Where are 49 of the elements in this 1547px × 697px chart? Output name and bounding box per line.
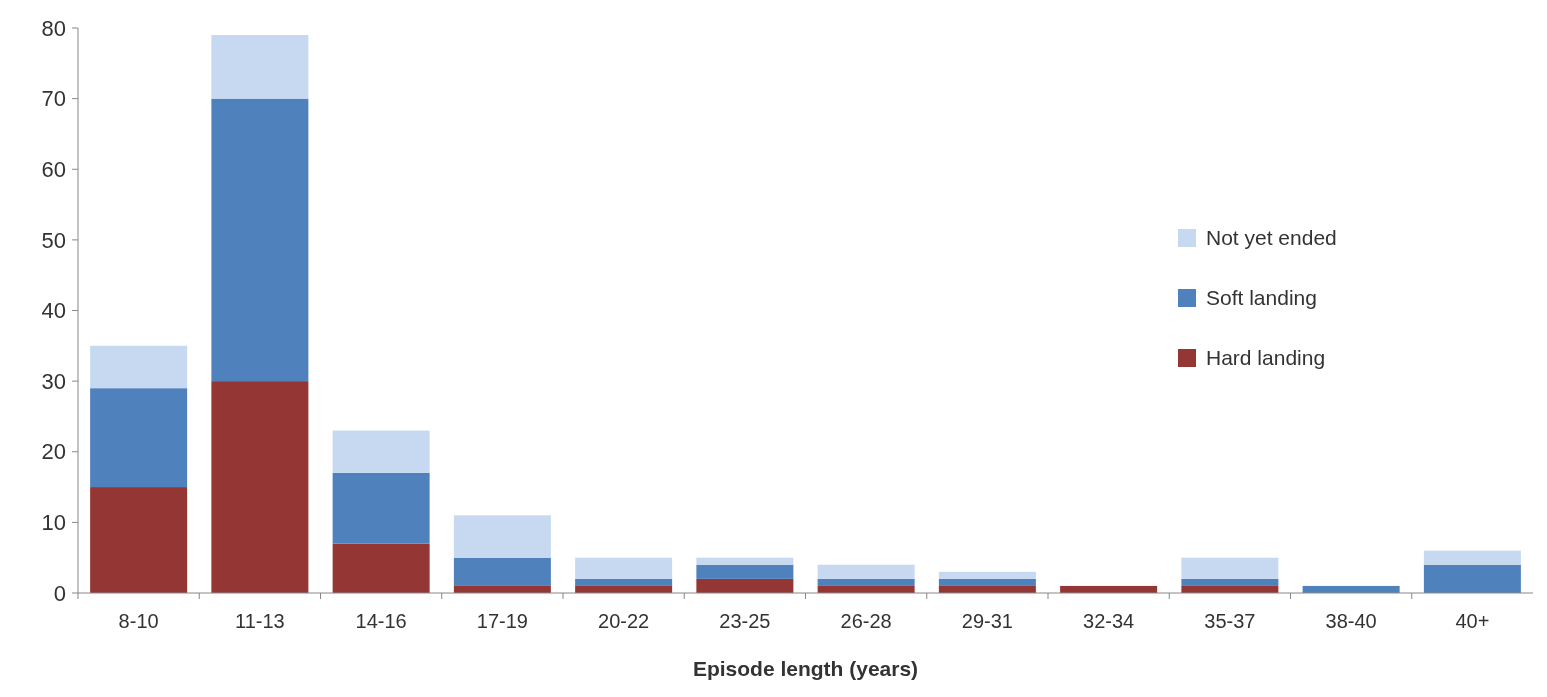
y-tick-label: 20 xyxy=(41,439,66,465)
bar xyxy=(575,578,673,586)
bar xyxy=(938,571,1036,579)
bar xyxy=(332,543,430,593)
bar xyxy=(1423,564,1521,593)
bar xyxy=(938,578,1036,586)
bar xyxy=(696,564,794,579)
bar xyxy=(817,578,915,586)
bar xyxy=(211,381,309,593)
y-tick-label: 50 xyxy=(41,227,66,253)
bar xyxy=(1181,578,1279,586)
bar xyxy=(696,578,794,593)
y-tick-label: 80 xyxy=(41,15,66,41)
bar xyxy=(453,557,551,586)
x-tick-label: 8-10 xyxy=(118,610,159,632)
x-tick-label: 29-31 xyxy=(961,610,1013,632)
y-tick-label: 40 xyxy=(41,298,66,324)
bar xyxy=(90,345,188,389)
x-tick-label: 35-37 xyxy=(1204,610,1256,632)
bar xyxy=(1423,550,1521,565)
bar xyxy=(1181,557,1279,579)
x-tick-label: 26-28 xyxy=(840,610,892,632)
x-tick-label: 32-34 xyxy=(1083,610,1135,632)
x-tick-label: 40+ xyxy=(1455,610,1490,632)
x-tick-label: 11-13 xyxy=(235,610,285,632)
legend-label: Not yet ended xyxy=(1206,226,1337,250)
x-tick-label: 20-22 xyxy=(598,610,650,632)
legend-label: Hard landing xyxy=(1206,346,1326,370)
legend-label: Soft landing xyxy=(1206,286,1317,310)
y-tick-label: 30 xyxy=(41,368,66,394)
y-tick-label: 60 xyxy=(41,156,66,182)
x-tick-label: 17-19 xyxy=(476,610,528,632)
bar xyxy=(90,388,188,488)
y-tick-label: 10 xyxy=(41,510,66,536)
bar xyxy=(696,557,794,565)
bar xyxy=(211,98,309,382)
bar xyxy=(211,35,309,99)
bar xyxy=(817,564,915,579)
bar xyxy=(453,515,551,558)
x-axis-title: Episode length (years) xyxy=(692,657,919,680)
bar xyxy=(575,557,673,579)
bar xyxy=(332,472,430,544)
x-tick-label: 38-40 xyxy=(1325,610,1377,632)
x-tick-label: 14-16 xyxy=(355,610,407,632)
y-tick-label: 0 xyxy=(53,580,66,606)
bar xyxy=(332,430,430,473)
bar xyxy=(90,487,188,593)
x-tick-label: 23-25 xyxy=(719,610,771,632)
y-tick-label: 70 xyxy=(41,86,66,112)
